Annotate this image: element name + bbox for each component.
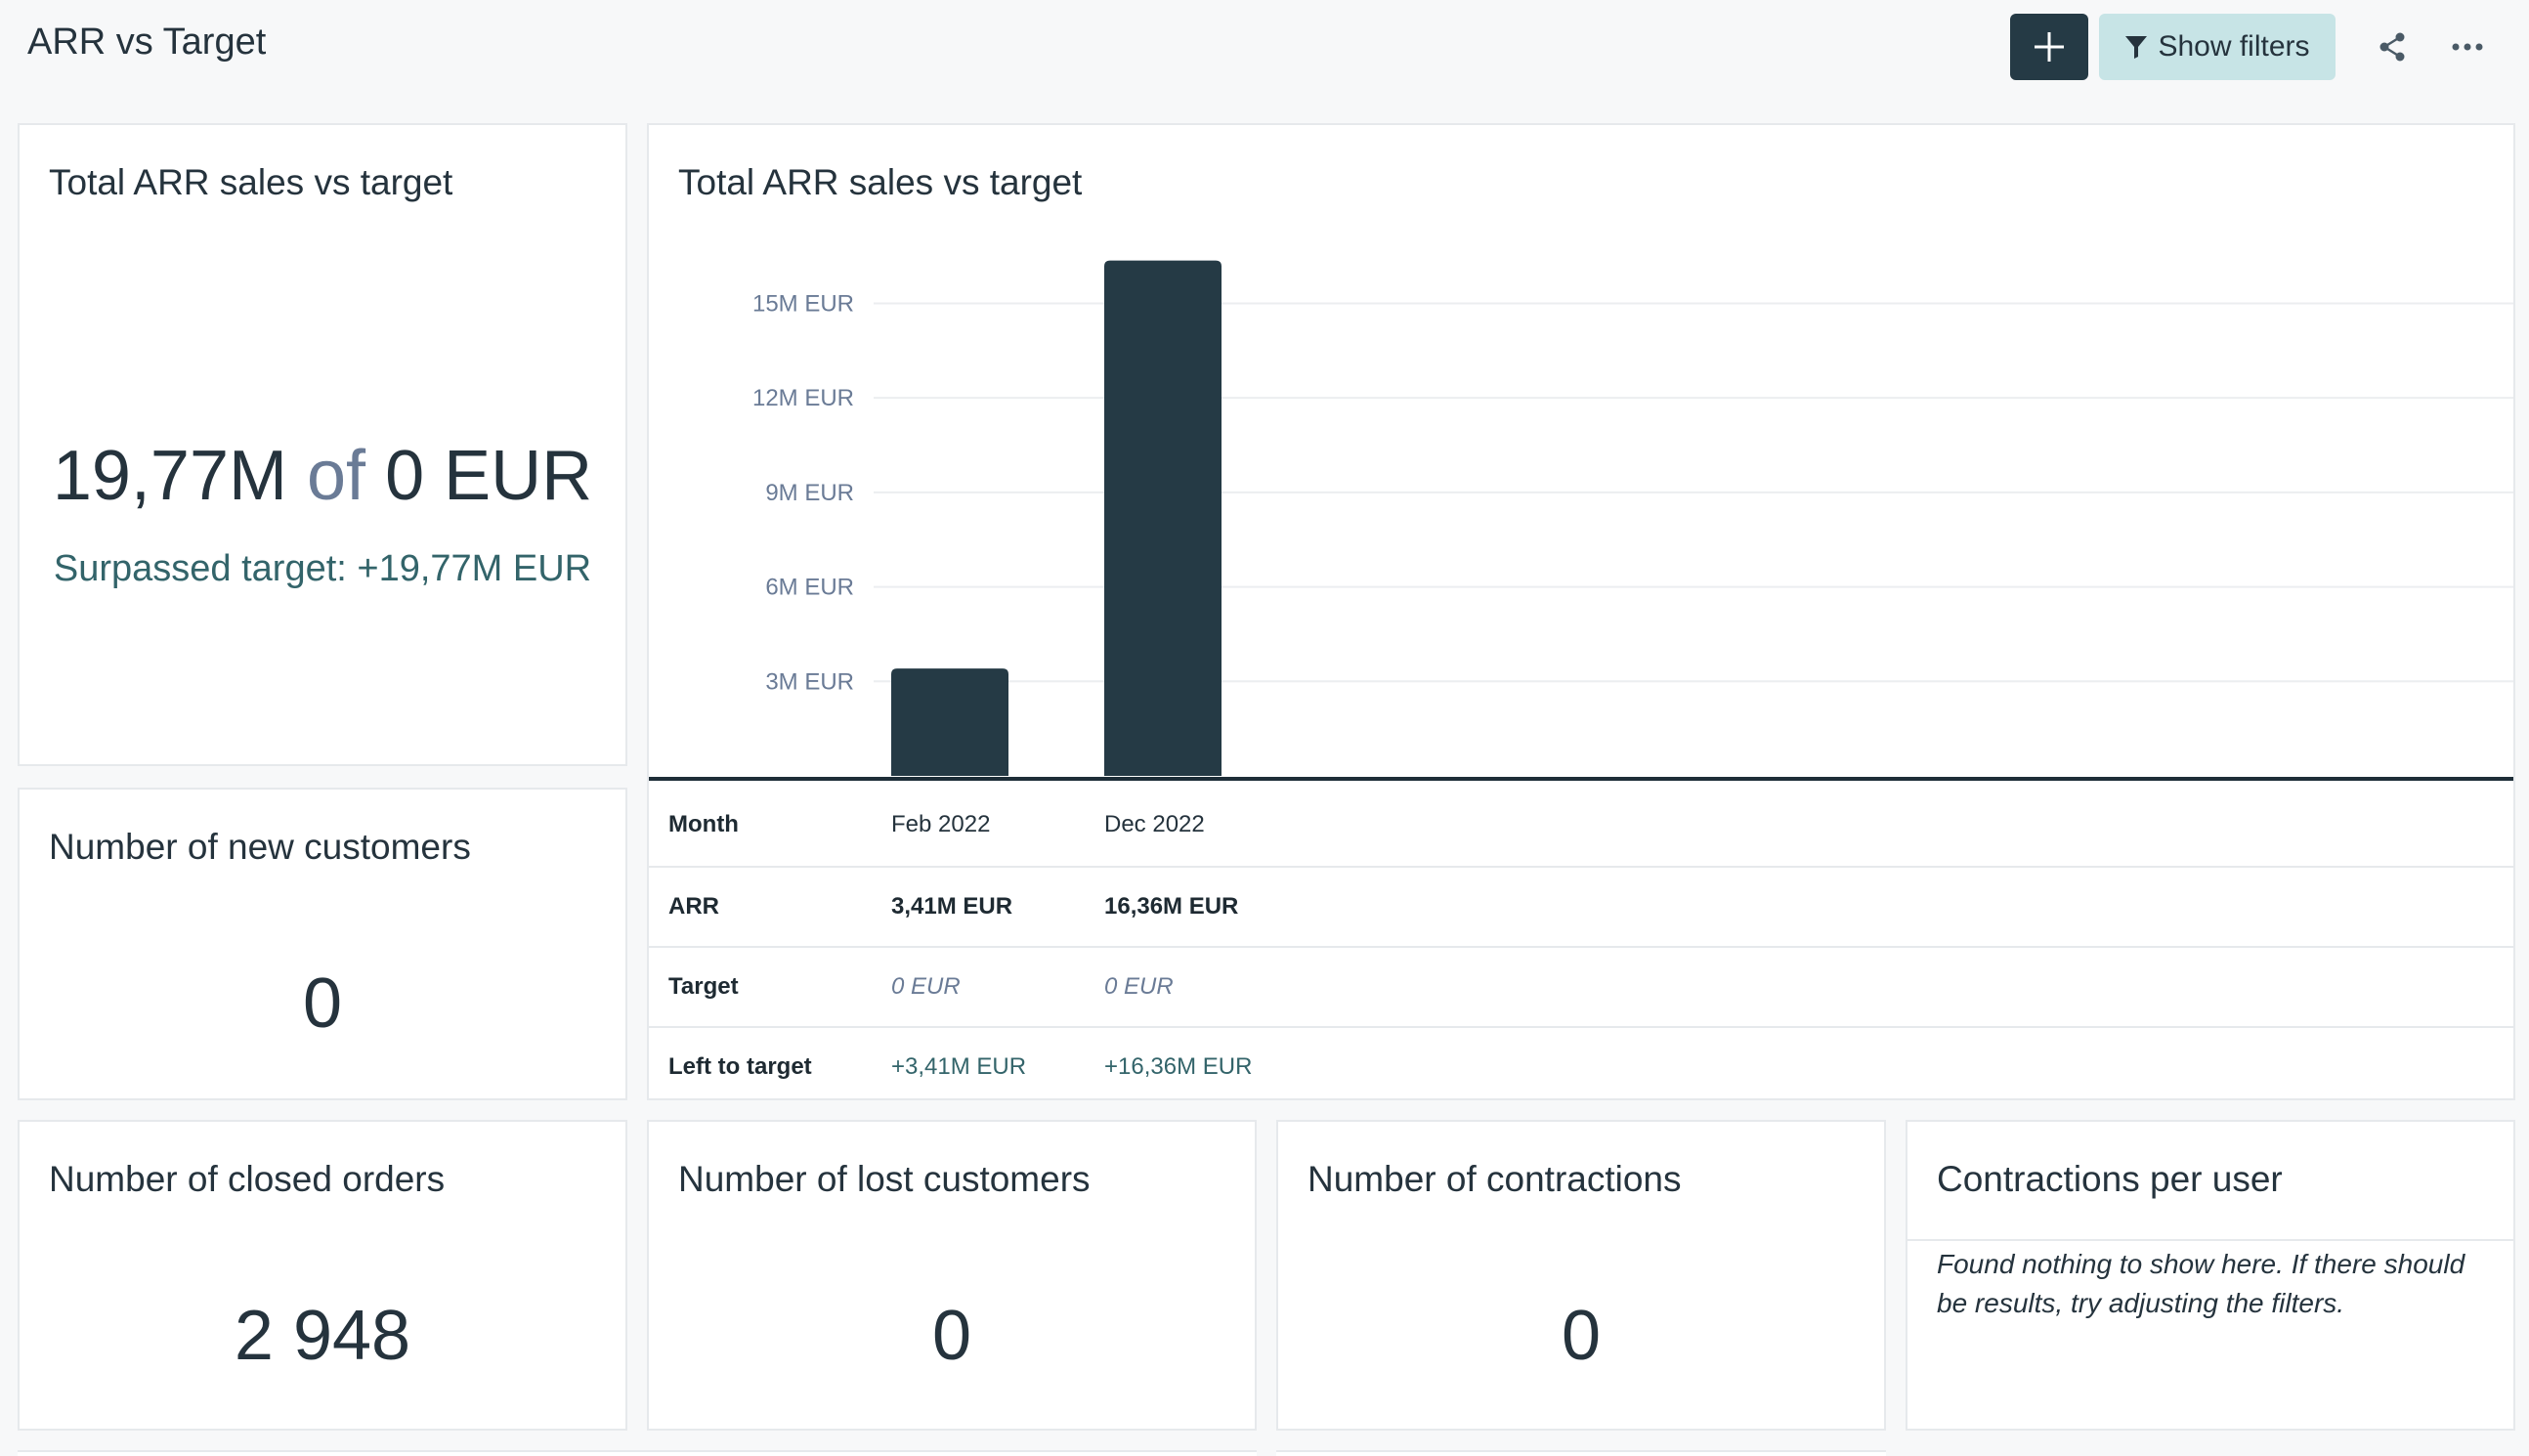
card-title: Number of lost customers	[678, 1159, 1091, 1199]
row-label: Left to target	[668, 1053, 812, 1080]
y-tick-label: 6M EUR	[765, 575, 854, 601]
y-tick-label: 3M EUR	[765, 668, 854, 695]
share-button[interactable]	[2365, 20, 2420, 74]
add-button[interactable]	[2010, 14, 2088, 80]
row-label: ARR	[668, 893, 719, 920]
page-title: ARR vs Target	[27, 21, 267, 63]
table-cell: 3,41M EUR	[891, 893, 1013, 920]
table-cell: Dec 2022	[1104, 811, 1205, 837]
card-title: Number of closed orders	[49, 1159, 446, 1199]
kpi-value: 19,77M	[52, 437, 287, 515]
chart-title: Total ARR sales vs target	[678, 162, 1083, 202]
y-tick-label: 9M EUR	[765, 480, 854, 506]
y-tick-label: 12M EUR	[752, 385, 854, 411]
lost-customers-value: 0	[931, 1297, 972, 1375]
card-divider	[1907, 1239, 2513, 1241]
next-row-card	[18, 1450, 1257, 1456]
kpi-target: 0 EUR	[385, 437, 593, 515]
table-row: Month Feb 2022 Dec 2022	[649, 786, 2513, 866]
row-label: Target	[668, 973, 739, 1000]
next-row-card	[1276, 1450, 1886, 1456]
show-filters-button[interactable]: Show filters	[2099, 14, 2336, 80]
table-row: ARR 3,41M EUR 16,36M EUR	[649, 866, 2513, 946]
lost-customers-card: Number of lost customers 0	[647, 1120, 1257, 1431]
contractions-per-user-card: Contractions per user Found nothing to s…	[1906, 1120, 2515, 1431]
arr-chart-card: Total ARR sales vs target 3M EUR 6M EUR 9M…	[647, 123, 2515, 1100]
kpi-of: of	[307, 437, 366, 515]
table-cell: Feb 2022	[891, 811, 991, 837]
share-icon	[2379, 32, 2405, 62]
table-cell: 0 EUR	[1104, 973, 1174, 1000]
new-customers-card: Number of new customers 0	[18, 788, 627, 1100]
arr-bar-chart: 3M EUR 6M EUR 9M EUR 12M EUR 15M EUR	[649, 260, 2513, 781]
card-title: Contractions per user	[1937, 1159, 2283, 1199]
table-cell: +3,41M EUR	[891, 1053, 1027, 1080]
y-tick-label: 15M EUR	[752, 290, 854, 317]
card-title: Number of new customers	[49, 827, 471, 867]
new-customers-value: 0	[302, 964, 343, 1043]
show-filters-label: Show filters	[2158, 30, 2310, 63]
filter-icon	[2125, 36, 2148, 59]
contractions-value: 0	[1561, 1297, 1602, 1375]
contractions-card: Number of contractions 0	[1276, 1120, 1886, 1431]
kpi-value-line: 19,77M of 0 EUR	[20, 436, 625, 516]
card-title: Number of contractions	[1307, 1159, 1682, 1199]
table-cell: 0 EUR	[891, 973, 961, 1000]
closed-orders-value: 2 948	[234, 1297, 411, 1375]
total-arr-kpi-card: Total ARR sales vs target 19,77M of 0 EU…	[18, 123, 627, 766]
surpassed-target-text: Surpassed target: +19,77M EUR	[53, 548, 592, 589]
empty-state-message: Found nothing to show here. If there sho…	[1937, 1249, 2465, 1318]
more-button[interactable]	[2440, 20, 2495, 74]
dashboard-header: ARR vs Target Show filters	[0, 0, 2529, 94]
table-cell: 16,36M EUR	[1104, 893, 1239, 920]
card-title: Total ARR sales vs target	[49, 162, 453, 202]
bar-dec-2022[interactable]	[1104, 260, 1222, 776]
table-row: Target 0 EUR 0 EUR	[649, 946, 2513, 1026]
more-horizontal-icon	[2452, 43, 2483, 51]
row-label: Month	[668, 811, 739, 837]
table-cell: +16,36M EUR	[1104, 1053, 1253, 1080]
table-row: Left to target +3,41M EUR +16,36M EUR	[649, 1026, 2513, 1106]
closed-orders-card: Number of closed orders 2 948	[18, 1120, 627, 1431]
arr-data-table: Month Feb 2022 Dec 2022 ARR 3,41M EUR 16,36M …	[649, 786, 2513, 1102]
bar-feb-2022[interactable]	[891, 668, 1008, 776]
